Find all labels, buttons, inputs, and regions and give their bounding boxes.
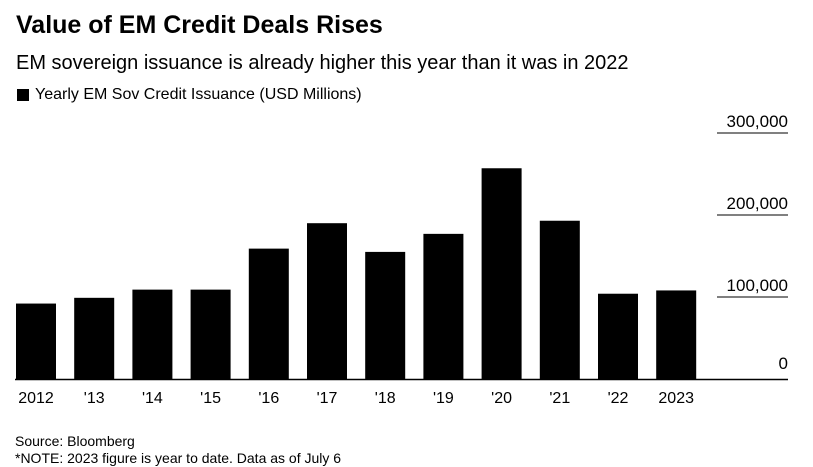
bar [423,233,464,379]
y-tick-label: 200,000 [727,194,788,213]
source-note: Source: Bloomberg [15,433,135,449]
y-tick-label: 0 [779,354,788,373]
bar [307,223,347,379]
bar [365,251,406,379]
bar [481,168,522,379]
bar-chart: 0 100,000 200,000 300,000 2012 '13 '14 '15 '16 '1… [15,112,788,407]
x-tick-label: '16 [258,390,279,407]
x-tick-label: '20 [491,390,512,407]
bar [16,303,56,379]
x-tick-label: '17 [317,390,338,407]
legend-label: Yearly EM Sov Credit Issuance (USD Milli… [35,86,362,103]
x-tick-label: 2012 [18,390,54,407]
y-tick-label: 300,000 [727,112,788,131]
bar [132,289,173,379]
y-tick-label: 100,000 [727,276,788,295]
x-tick-label: '14 [142,390,163,407]
bar [656,290,697,379]
x-tick-label: 2023 [658,390,694,407]
bar [248,248,289,379]
x-tick-label: '13 [84,390,105,407]
x-tick-label: '22 [608,390,629,407]
chart-subtitle: EM sovereign issuance is already higher … [16,52,629,74]
x-tick-label: '21 [549,390,570,407]
legend-swatch [17,89,29,101]
bar [539,220,580,379]
footnote: *NOTE: 2023 figure is year to date. Data… [15,450,342,466]
chart-title: Value of EM Credit Deals Rises [16,11,383,39]
bar [190,289,231,379]
legend: Yearly EM Sov Credit Issuance (USD Milli… [17,85,362,105]
bar [598,293,638,379]
bar [74,297,115,379]
x-tick-label: '18 [375,390,396,407]
x-tick-label: '19 [433,390,454,407]
x-tick-label: '15 [200,390,221,407]
